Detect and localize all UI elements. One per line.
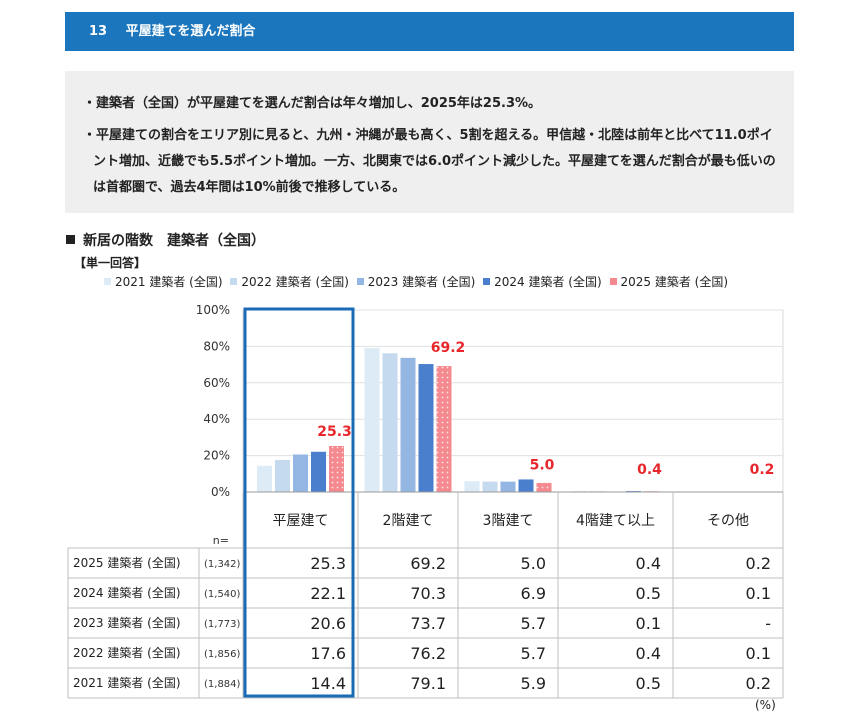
table-cell: 0.1 — [746, 584, 771, 603]
bar — [275, 459, 290, 492]
data-label: 69.2 — [431, 340, 466, 356]
table-cell: 0.5 — [636, 674, 661, 693]
legend-swatch — [483, 278, 491, 285]
square-bullet-icon — [66, 235, 75, 244]
legend-swatch — [230, 278, 238, 285]
chart-title: 新居の階数 建築者（全国） — [66, 230, 265, 250]
table-cell: 5.7 — [521, 644, 546, 663]
bar — [364, 348, 380, 492]
y-tick-label: 20% — [203, 449, 230, 463]
category-header: その他 — [707, 513, 749, 529]
bar — [257, 465, 272, 492]
y-tick-label: 60% — [203, 376, 230, 390]
legend-swatch — [104, 278, 111, 285]
table-cell: 6.9 — [521, 584, 546, 603]
bar — [500, 481, 516, 492]
table-cell: 0.5 — [636, 584, 661, 603]
bar — [293, 454, 308, 492]
category-header: 4階建て以上 — [576, 513, 655, 529]
table-cell: 20.6 — [310, 614, 346, 633]
row-n: (1,884) — [204, 679, 241, 690]
data-label: 0.2 — [750, 462, 775, 478]
row-n: (1,540) — [204, 589, 241, 600]
legend-label: 2021 建築者 (全国) — [115, 275, 223, 289]
y-tick-label: 40% — [203, 412, 230, 426]
bar — [464, 481, 480, 492]
table-cell: 79.1 — [410, 674, 446, 693]
category-header: 3階建て — [483, 513, 534, 529]
bar — [518, 479, 534, 492]
row-label: 2025 建築者 (全国) — [73, 555, 181, 570]
legend-item: 2023 建築者 (全国) — [356, 273, 476, 290]
table-cell: 0.4 — [636, 644, 661, 663]
data-label: 0.4 — [637, 462, 662, 478]
legend-swatch — [609, 278, 617, 285]
chart-title-text: 新居の階数 建築者（全国） — [83, 233, 265, 249]
table-cell: 5.7 — [521, 614, 546, 633]
table-cell: 76.2 — [410, 644, 446, 663]
legend-item: 2024 建築者 (全国) — [483, 273, 602, 290]
legend-label: 2024 建築者 (全国) — [494, 275, 602, 289]
table-cell: 5.0 — [521, 554, 546, 573]
row-label: 2023 建築者 (全国) — [73, 615, 181, 630]
answer-type-note: 【単一回答】 — [74, 256, 147, 270]
legend-label: 2025 建築者 (全国) — [620, 275, 729, 289]
table-cell: 14.4 — [310, 674, 346, 693]
table-cell: 0.2 — [746, 554, 771, 573]
row-label: 2021 建築者 (全国) — [73, 675, 181, 690]
table-cell: 73.7 — [410, 614, 446, 633]
section-title-text: 平屋建てを選んだ割合 — [125, 24, 256, 39]
table-cell: 0.2 — [746, 674, 771, 693]
bar — [536, 482, 552, 492]
y-tick-label: 80% — [203, 339, 230, 353]
category-header: 平屋建て — [273, 513, 329, 529]
row-label: 2024 建築者 (全国) — [73, 585, 181, 600]
bar — [382, 353, 398, 492]
summary-box: ・建築者（全国）が平屋建てを選んだ割合は年々増加し、2025年は25.3%。 ・… — [65, 71, 794, 213]
table-cell: 0.1 — [636, 614, 661, 633]
legend-label: 2023 建築者 (全国) — [367, 275, 476, 289]
row-n: (1,342) — [204, 559, 241, 570]
legend-item: 2022 建築者 (全国) — [230, 273, 349, 290]
bar — [482, 481, 498, 492]
bar — [400, 357, 416, 492]
bar — [418, 364, 434, 492]
table-cell: 0.1 — [746, 644, 771, 663]
bar — [436, 366, 452, 492]
table-cell: 0.4 — [636, 554, 661, 573]
legend-swatch — [356, 278, 364, 285]
table-unit: (%) — [755, 698, 776, 712]
y-tick-label: 0% — [211, 485, 230, 499]
category-header: 2階建て — [383, 513, 434, 529]
legend-label: 2022 建築者 (全国) — [241, 275, 349, 289]
n-label: n= — [213, 534, 229, 547]
highlight-frame — [243, 307, 355, 698]
table-cell: 5.9 — [521, 674, 546, 693]
table-cell: - — [765, 614, 771, 633]
table-cell: 70.3 — [410, 584, 446, 603]
data-label: 25.3 — [317, 424, 352, 440]
table-cell: 22.1 — [310, 584, 346, 603]
legend-item: 2021 建築者 (全国) — [104, 273, 223, 290]
table-cell: 69.2 — [410, 554, 446, 573]
table-cell: 25.3 — [310, 554, 346, 573]
chart-legend: 2021 建築者 (全国) 2022 建築者 (全国) 2023 建築者 (全国… — [104, 273, 732, 290]
table-cell: 17.6 — [310, 644, 346, 663]
row-label: 2022 建築者 (全国) — [73, 645, 181, 660]
bar — [311, 451, 326, 492]
section-header: 13 平屋建てを選んだ割合 — [65, 12, 794, 51]
row-n: (1,773) — [204, 619, 241, 630]
summary-bullet-2: ・平屋建ての割合をエリア別に見ると、九州・沖縄が最も高く、5割を超える。甲信越・… — [83, 128, 776, 195]
legend-item: 2025 建築者 (全国) — [609, 273, 729, 290]
row-n: (1,856) — [204, 649, 241, 660]
y-tick-label: 100% — [196, 303, 230, 317]
summary-bullet-1: ・建築者（全国）が平屋建てを選んだ割合は年々増加し、2025年は25.3%。 — [83, 96, 542, 111]
bar — [329, 445, 344, 492]
data-label: 5.0 — [530, 457, 555, 473]
section-number: 13 — [89, 24, 108, 39]
